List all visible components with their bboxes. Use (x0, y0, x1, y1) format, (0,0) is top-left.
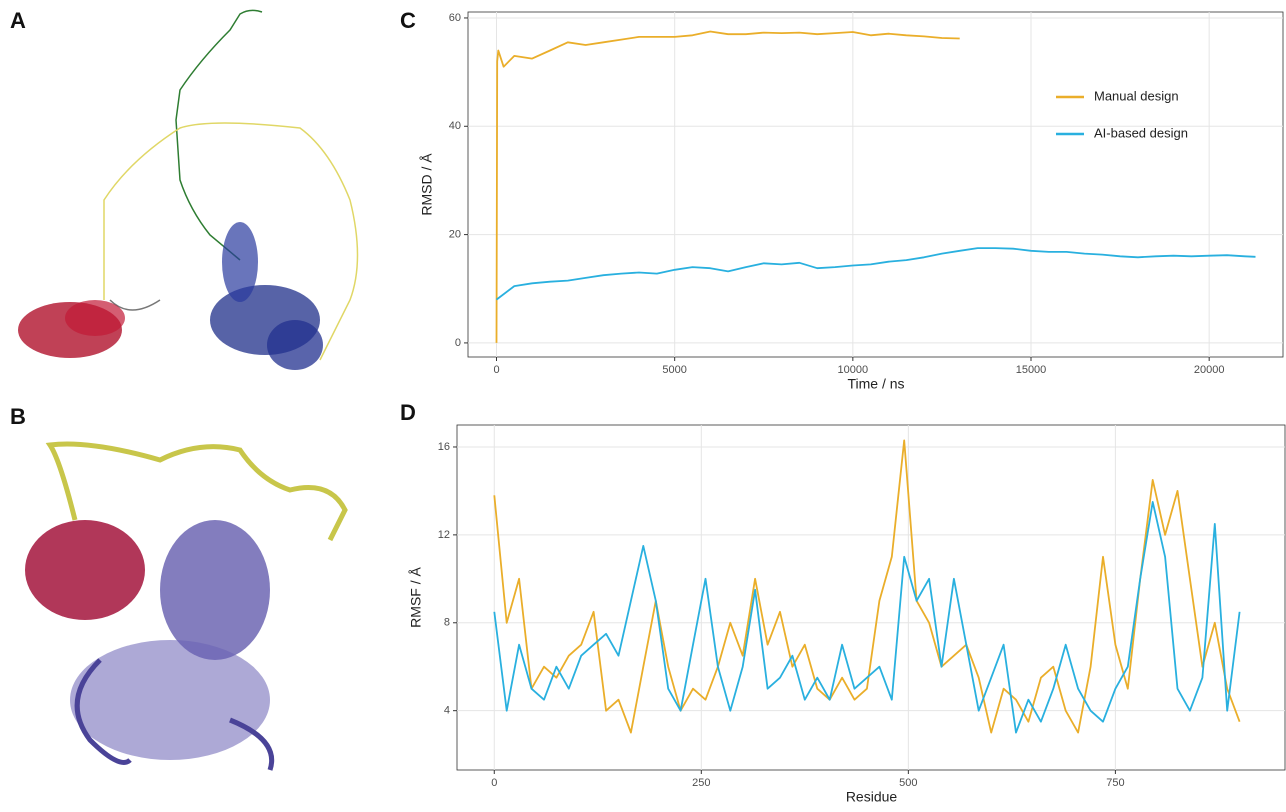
y-tick-label: 0 (455, 337, 461, 349)
y-tick-label: 12 (438, 529, 450, 541)
x-tick-label: 15000 (1016, 364, 1047, 376)
x-tick-label: 250 (692, 777, 710, 789)
panel-label: B (10, 404, 26, 429)
panel-label: C (400, 8, 416, 33)
x-tick-label: 0 (493, 364, 499, 376)
y-axis-label: RMSD / Å (419, 153, 435, 216)
plot-area (456, 424, 1286, 771)
legend-label: AI-based design (1094, 125, 1188, 140)
y-tick-label: 16 (438, 441, 450, 453)
y-axis-label: RMSF / Å (408, 567, 424, 628)
y-tick-label: 4 (444, 705, 450, 717)
y-tick-label: 8 (444, 617, 450, 629)
x-tick-label: 10000 (838, 364, 869, 376)
legend-label: Manual design (1094, 88, 1179, 103)
x-tick-label: 20000 (1194, 364, 1225, 376)
x-axis-label: Residue (846, 789, 898, 805)
x-tick-label: 750 (1106, 777, 1124, 789)
x-tick-label: 500 (899, 777, 917, 789)
data-line (493, 439, 1241, 734)
structure-b (25, 441, 348, 771)
data-line (495, 247, 1256, 301)
x-tick-label: 0 (491, 777, 497, 789)
plot-area (467, 11, 1284, 358)
y-tick-label: 60 (449, 12, 461, 24)
structure-a (18, 9, 359, 370)
data-line (495, 30, 960, 343)
y-tick-label: 40 (449, 120, 461, 132)
y-tick-label: 20 (449, 229, 461, 241)
panel-label: A (10, 8, 26, 33)
x-tick-label: 5000 (662, 364, 686, 376)
panel-label: D (400, 400, 416, 425)
x-axis-label: Time / ns (847, 376, 904, 392)
data-line (493, 501, 1241, 734)
